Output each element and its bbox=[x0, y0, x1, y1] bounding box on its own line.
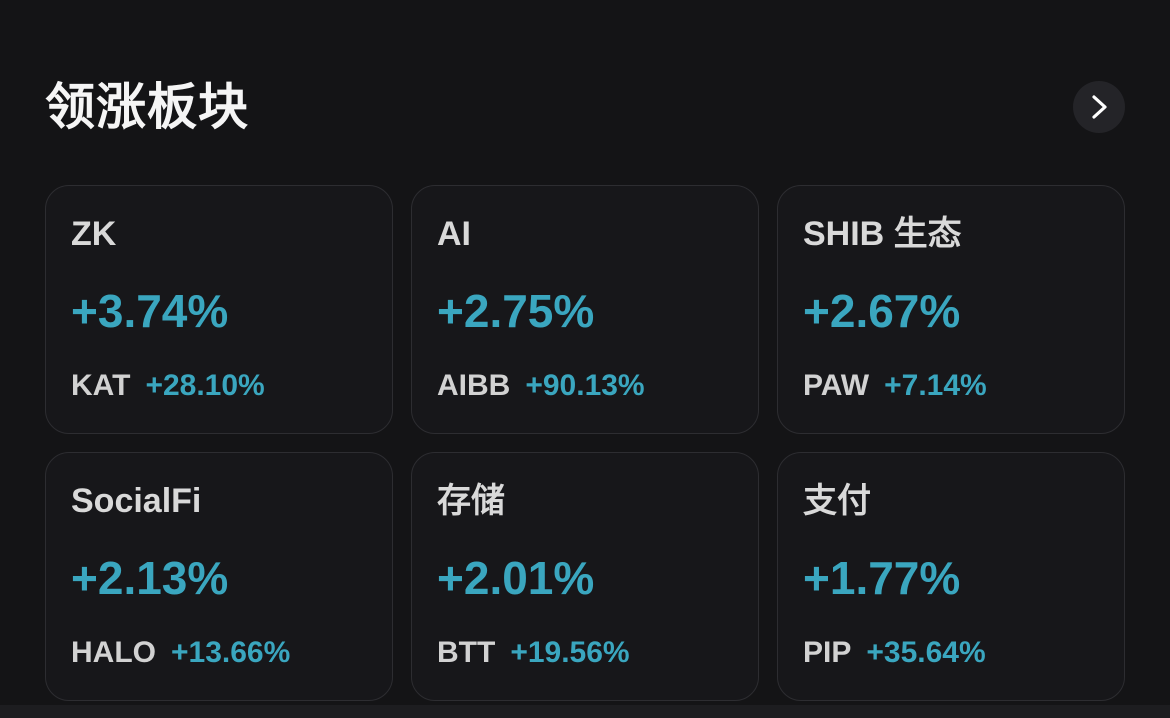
token-change: +28.10% bbox=[145, 369, 265, 402]
top-token-row: PIP +35.64% bbox=[803, 634, 1100, 672]
token-change: +7.14% bbox=[884, 369, 987, 402]
sector-change: +2.67% bbox=[803, 285, 961, 337]
token-change: +90.13% bbox=[525, 369, 645, 402]
section-header: 领涨板块 bbox=[45, 78, 1125, 136]
token-name: PIP bbox=[803, 636, 852, 669]
token-name: PAW bbox=[803, 369, 870, 402]
token-name: KAT bbox=[71, 369, 131, 402]
sector-card-shib-eco[interactable]: SHIB 生态 +2.67% PAW +7.14% bbox=[777, 185, 1125, 434]
sector-change: +3.74% bbox=[71, 285, 229, 337]
next-section-edge bbox=[0, 705, 1170, 718]
sector-change: +2.75% bbox=[437, 285, 595, 337]
sector-change: +2.13% bbox=[71, 552, 229, 604]
token-change: +13.66% bbox=[171, 636, 291, 669]
sector-name: SHIB 生态 bbox=[803, 215, 962, 253]
sector-card-storage[interactable]: 存储 +2.01% BTT +19.56% bbox=[411, 452, 759, 701]
token-change: +19.56% bbox=[510, 636, 630, 669]
chevron-right-icon bbox=[1088, 94, 1110, 120]
more-button[interactable] bbox=[1073, 81, 1125, 133]
sector-name: ZK bbox=[71, 215, 117, 253]
top-token-row: HALO +13.66% bbox=[71, 634, 368, 672]
token-name: HALO bbox=[71, 636, 156, 669]
token-change: +35.64% bbox=[866, 636, 986, 669]
sector-card-socialfi[interactable]: SocialFi +2.13% HALO +13.66% bbox=[45, 452, 393, 701]
sector-name: 支付 bbox=[803, 482, 871, 520]
sector-change: +1.77% bbox=[803, 552, 961, 604]
sector-card-payments[interactable]: 支付 +1.77% PIP +35.64% bbox=[777, 452, 1125, 701]
top-token-row: BTT +19.56% bbox=[437, 634, 734, 672]
sector-name: SocialFi bbox=[71, 482, 202, 520]
token-name: BTT bbox=[437, 636, 496, 669]
top-token-row: PAW +7.14% bbox=[803, 367, 1100, 405]
sector-cards-grid: ZK +3.74% KAT +28.10% AI +2.75% AIBB +90… bbox=[45, 185, 1125, 701]
top-token-row: AIBB +90.13% bbox=[437, 367, 734, 405]
sector-card-zk[interactable]: ZK +3.74% KAT +28.10% bbox=[45, 185, 393, 434]
sector-card-ai[interactable]: AI +2.75% AIBB +90.13% bbox=[411, 185, 759, 434]
sector-name: AI bbox=[437, 215, 471, 253]
top-token-row: KAT +28.10% bbox=[71, 367, 368, 405]
sector-name: 存储 bbox=[437, 482, 505, 520]
sector-change: +2.01% bbox=[437, 552, 595, 604]
token-name: AIBB bbox=[437, 369, 511, 402]
page-title: 领涨板块 bbox=[45, 79, 249, 135]
